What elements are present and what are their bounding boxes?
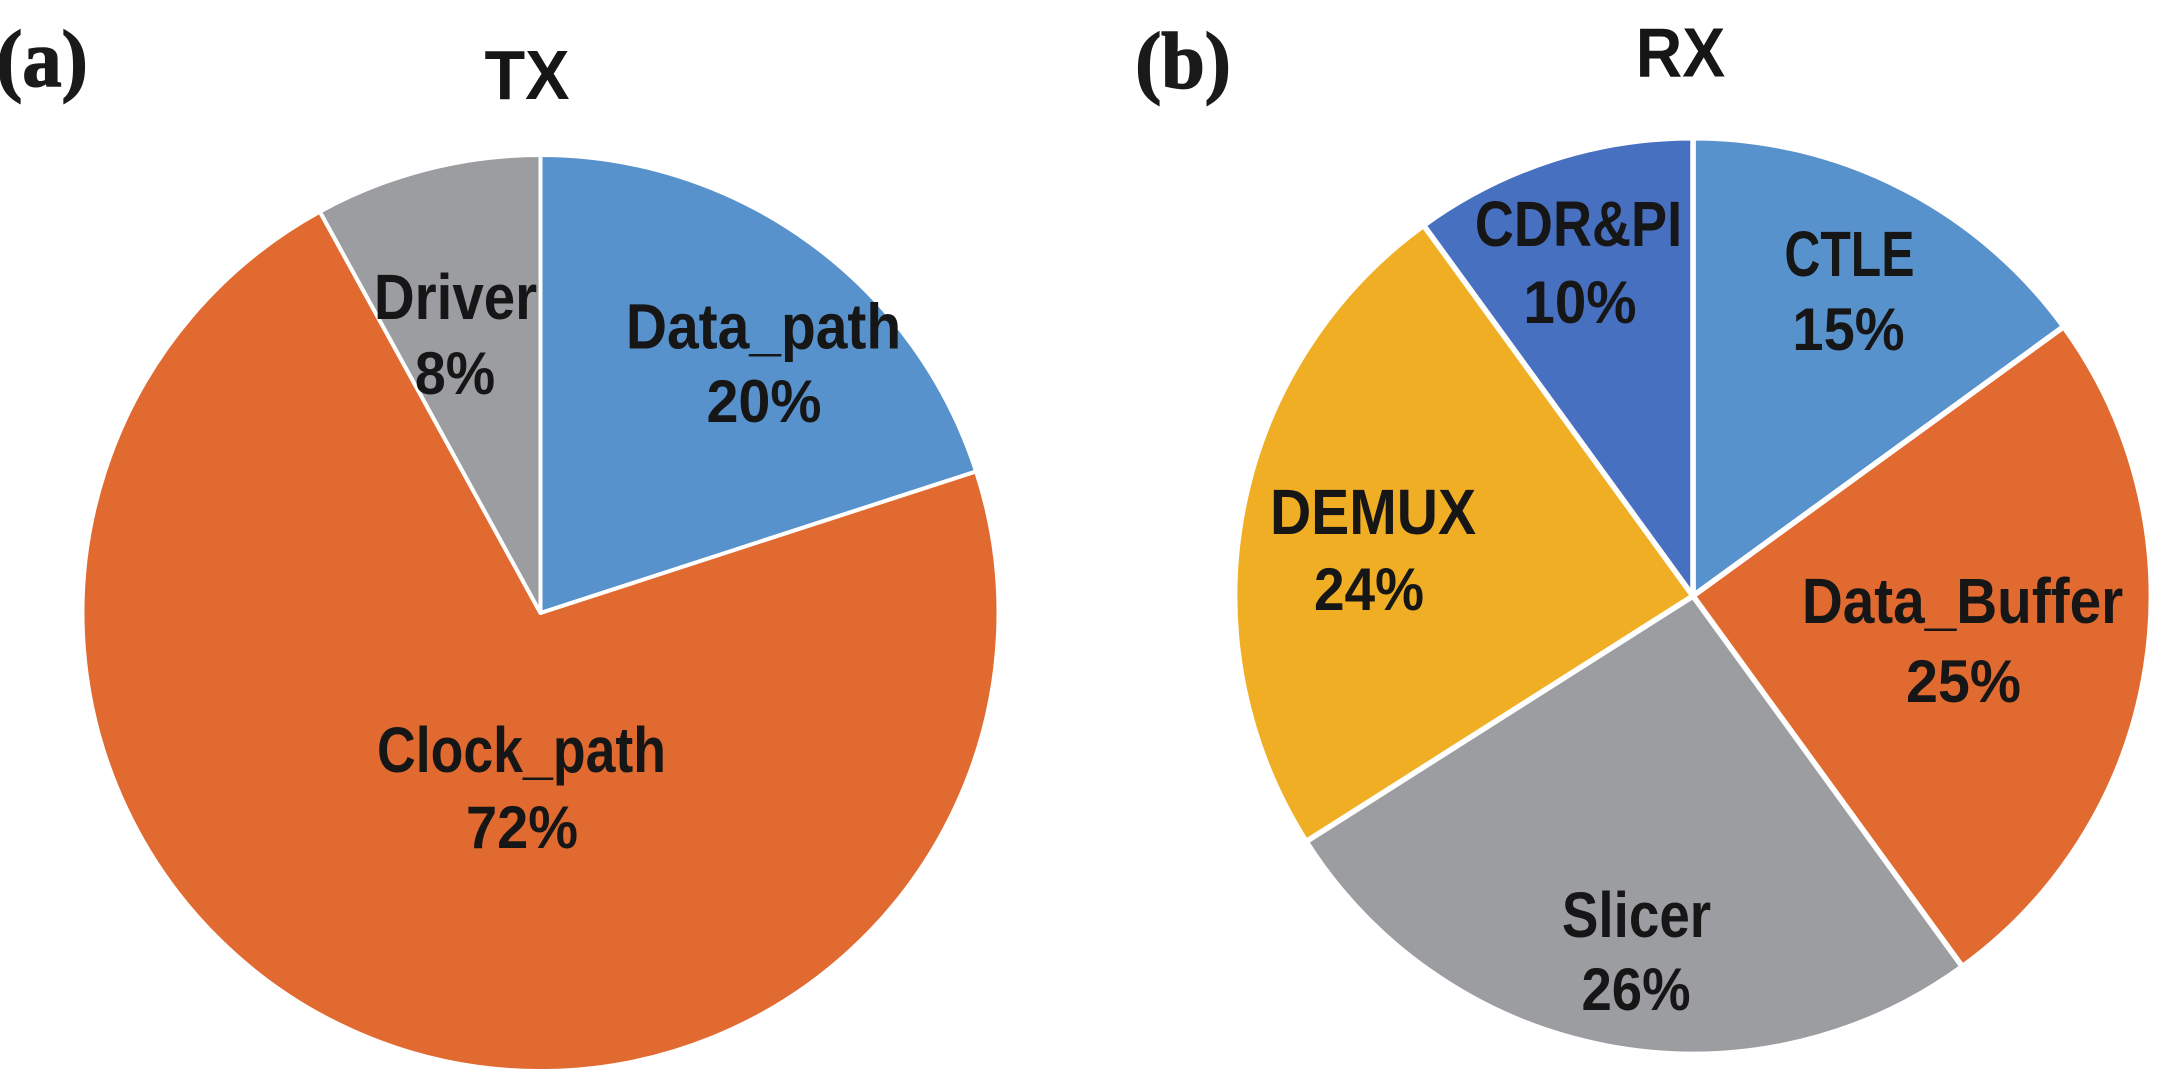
svg-text:(a): (a) bbox=[0, 15, 88, 104]
svg-text:CDR&PI: CDR&PI bbox=[1475, 188, 1682, 260]
svg-text:25%: 25% bbox=[1906, 648, 2021, 716]
svg-text:Data_path: Data_path bbox=[626, 290, 901, 362]
svg-text:(b): (b) bbox=[1135, 17, 1231, 106]
svg-text:8%: 8% bbox=[415, 340, 495, 408]
svg-text:15%: 15% bbox=[1792, 296, 1904, 363]
svg-text:10%: 10% bbox=[1523, 269, 1636, 336]
svg-text:26%: 26% bbox=[1581, 956, 1690, 1023]
svg-text:TX: TX bbox=[484, 36, 569, 114]
svg-text:Clock_path: Clock_path bbox=[377, 715, 666, 787]
svg-text:Slicer: Slicer bbox=[1562, 879, 1711, 951]
svg-text:CTLE: CTLE bbox=[1784, 219, 1914, 290]
svg-text:RX: RX bbox=[1636, 14, 1726, 92]
svg-text:Driver: Driver bbox=[374, 261, 537, 333]
svg-text:Data_Buffer: Data_Buffer bbox=[1802, 565, 2123, 637]
svg-text:DEMUX: DEMUX bbox=[1270, 476, 1476, 548]
svg-text:20%: 20% bbox=[706, 368, 821, 436]
svg-text:24%: 24% bbox=[1314, 557, 1424, 624]
svg-text:72%: 72% bbox=[466, 794, 578, 861]
